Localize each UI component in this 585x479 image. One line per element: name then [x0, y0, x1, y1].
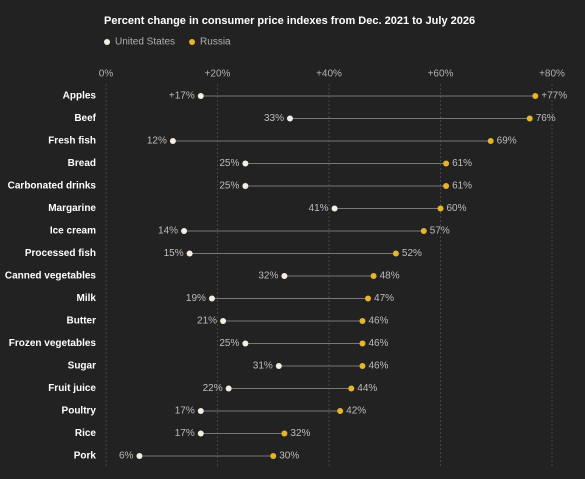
- us-dot: [242, 183, 249, 189]
- us-value-label: 41%: [309, 203, 329, 214]
- russia-value-label: 47%: [374, 293, 394, 304]
- category-label: Fruit juice: [48, 383, 96, 394]
- x-tick-label: +40%: [316, 69, 342, 80]
- us-dot: [136, 453, 143, 459]
- us-value-label: 21%: [197, 316, 217, 327]
- russia-dot: [443, 160, 450, 167]
- us-value-label: 15%: [164, 248, 184, 259]
- russia-value-label: 30%: [279, 451, 299, 462]
- russia-value-label: 46%: [368, 361, 388, 372]
- legend-label: Russia: [200, 37, 231, 48]
- russia-value-label: 32%: [290, 428, 310, 439]
- chart-title: Percent change in consumer price indexes…: [104, 15, 475, 27]
- russia-dot: [359, 363, 366, 369]
- us-value-label: 25%: [219, 338, 239, 349]
- russia-dot: [526, 115, 533, 122]
- category-label: Ice cream: [50, 226, 96, 237]
- us-dot: [220, 318, 227, 324]
- russia-dot: [270, 453, 277, 459]
- us-dot: [197, 93, 204, 99]
- us-dot: [197, 430, 204, 437]
- russia-dot: [487, 138, 494, 144]
- legend-marker: [189, 39, 196, 45]
- category-label: Canned vegetables: [5, 271, 97, 282]
- category-label: Carbonated drinks: [8, 181, 97, 192]
- russia-dot: [348, 385, 355, 392]
- category-label: Butter: [67, 316, 97, 327]
- us-dot: [208, 295, 215, 302]
- category-label: Fresh fish: [48, 136, 96, 147]
- us-value-label: 33%: [264, 113, 284, 124]
- category-label: Frozen vegetables: [9, 338, 97, 349]
- category-label: Sugar: [68, 361, 96, 372]
- us-value-label: 22%: [203, 383, 223, 394]
- category-label: Milk: [77, 293, 97, 304]
- russia-value-label: 57%: [430, 226, 450, 237]
- russia-value-label: 60%: [447, 203, 467, 214]
- russia-dot: [392, 250, 399, 257]
- us-dot: [186, 250, 193, 257]
- us-value-label: 6%: [119, 451, 134, 462]
- russia-value-label: 46%: [368, 316, 388, 327]
- russia-dot: [359, 340, 366, 347]
- us-dot: [197, 408, 204, 414]
- russia-dot: [443, 183, 450, 189]
- russia-value-label: 44%: [357, 383, 377, 394]
- us-dot: [181, 228, 188, 234]
- us-value-label: +17%: [169, 91, 195, 102]
- russia-value-label: 42%: [346, 406, 366, 417]
- us-value-label: 14%: [158, 226, 178, 237]
- category-label: Processed fish: [25, 248, 96, 259]
- russia-value-label: 76%: [536, 113, 556, 124]
- category-label: Poultry: [62, 406, 97, 417]
- us-dot: [331, 205, 338, 212]
- us-dot: [242, 340, 249, 347]
- us-value-label: 32%: [258, 271, 278, 282]
- us-dot: [275, 363, 282, 369]
- x-tick-label: +20%: [205, 69, 231, 80]
- us-dot: [169, 138, 176, 144]
- us-value-label: 25%: [219, 181, 239, 192]
- russia-dot: [281, 430, 288, 437]
- us-dot: [242, 160, 249, 167]
- russia-value-label: 61%: [452, 181, 472, 192]
- category-label: Rice: [75, 428, 97, 439]
- russia-value-label: 52%: [402, 248, 422, 259]
- russia-value-label: 48%: [380, 271, 400, 282]
- us-value-label: 17%: [175, 428, 195, 439]
- us-dot: [281, 273, 288, 279]
- russia-dot: [370, 273, 377, 279]
- russia-dot: [532, 93, 539, 99]
- russia-dot: [359, 318, 366, 324]
- category-label: Apples: [63, 91, 97, 102]
- russia-value-label: 46%: [368, 338, 388, 349]
- category-label: Margarine: [48, 203, 96, 214]
- x-tick-label: 0%: [99, 69, 114, 80]
- us-value-label: 19%: [186, 293, 206, 304]
- russia-value-label: 69%: [497, 136, 517, 147]
- legend-marker: [104, 39, 110, 45]
- us-value-label: 25%: [219, 158, 239, 169]
- russia-dot: [337, 408, 344, 414]
- us-dot: [225, 385, 232, 392]
- us-value-label: 17%: [175, 406, 195, 417]
- us-value-label: 31%: [253, 361, 273, 372]
- category-label: Pork: [74, 451, 97, 462]
- us-value-label: 12%: [147, 136, 167, 147]
- russia-dot: [420, 228, 427, 234]
- russia-value-label: +77%: [541, 91, 567, 102]
- category-label: Bread: [68, 158, 96, 169]
- x-tick-label: +60%: [428, 69, 454, 80]
- us-dot: [286, 115, 293, 122]
- russia-value-label: 61%: [452, 158, 472, 169]
- russia-dot: [365, 295, 372, 302]
- russia-dot: [437, 205, 444, 212]
- legend-label: United States: [115, 37, 175, 48]
- x-tick-label: +80%: [539, 69, 565, 80]
- category-label: Beef: [74, 113, 96, 124]
